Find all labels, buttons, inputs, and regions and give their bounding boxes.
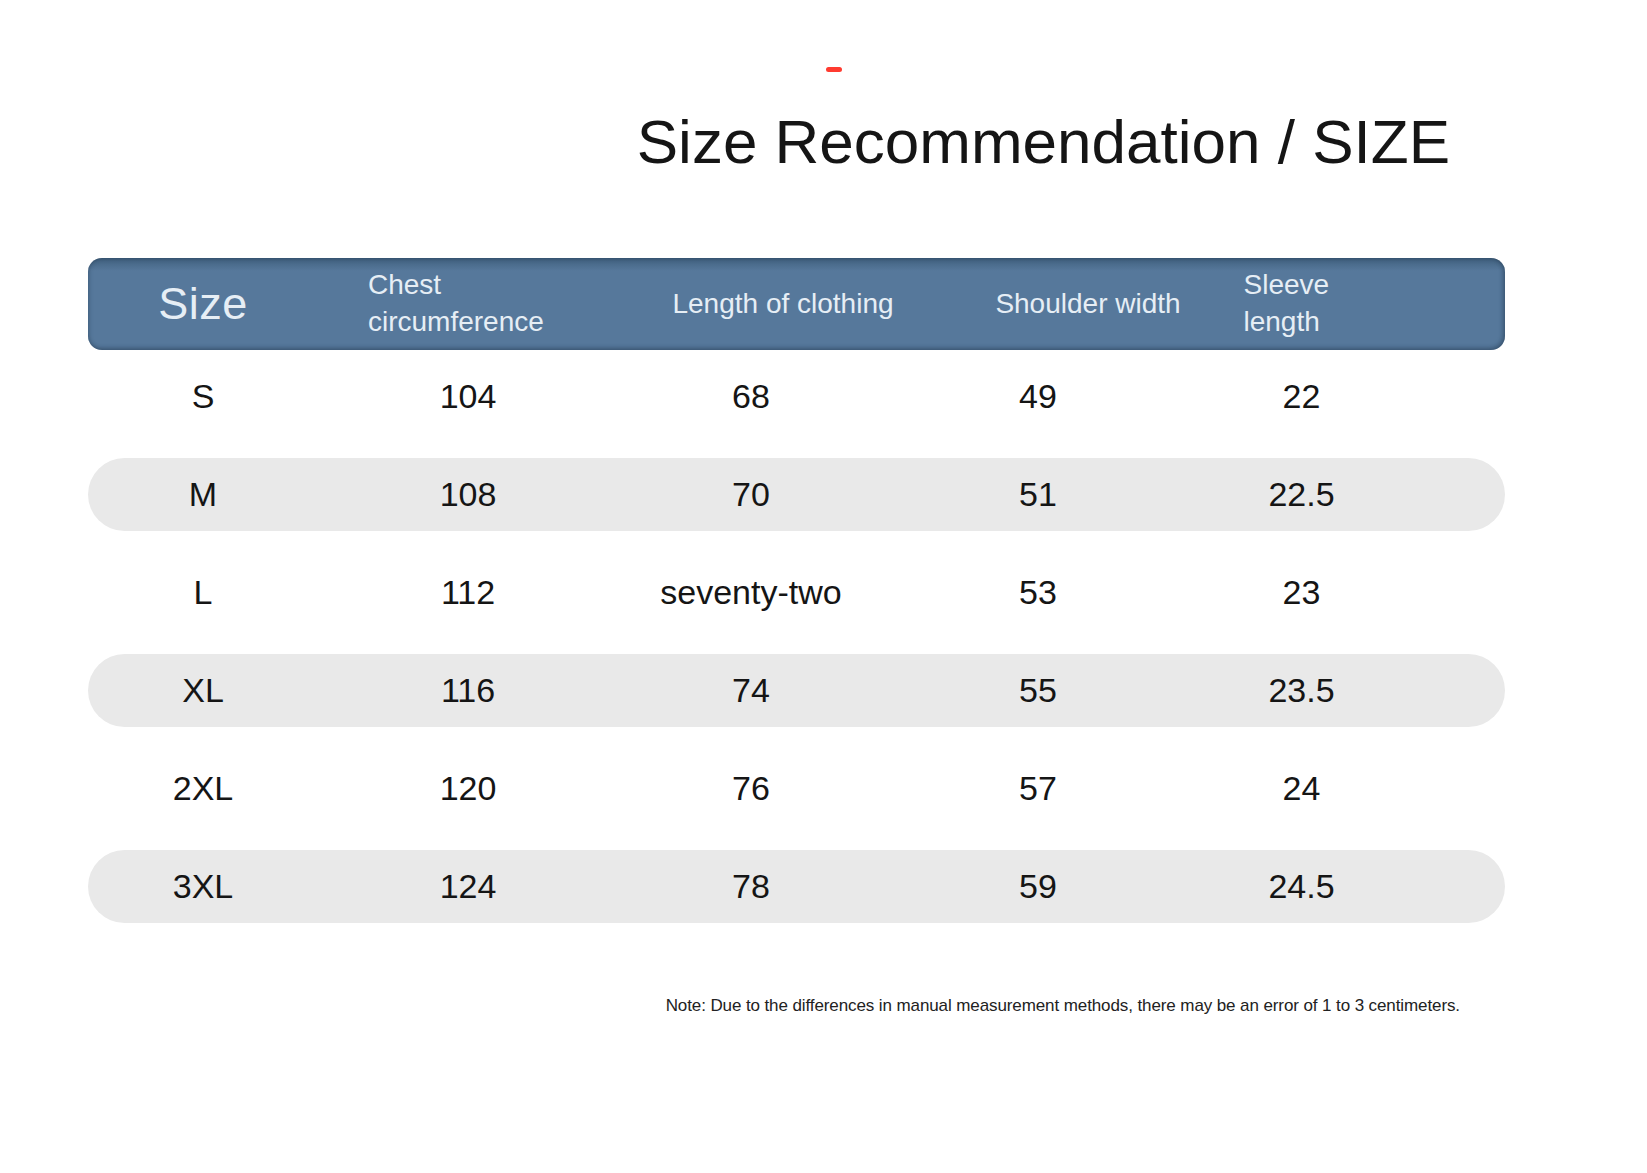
column-header-sleeve-label: Sleeve length (1244, 267, 1340, 341)
cell-size: XL (88, 671, 318, 710)
page-title: Size Recommendation / SIZE (637, 106, 1450, 177)
cell-shoulder: 57 (948, 769, 1228, 808)
cell-length: seventy-two (618, 573, 948, 612)
cell-sleeve: 22 (1228, 377, 1505, 416)
cell-shoulder: 51 (948, 475, 1228, 514)
column-header-length-of-clothing: Length of clothing (618, 286, 948, 323)
cell-size: M (88, 475, 318, 514)
cell-chest: 108 (318, 475, 618, 514)
cell-size: L (88, 573, 318, 612)
cell-sleeve: 23 (1228, 573, 1505, 612)
table-header-row: Size Chest circumference Length of cloth… (88, 258, 1505, 350)
cell-sleeve: 24.5 (1228, 867, 1505, 906)
cell-chest: 112 (318, 573, 618, 612)
size-table: Size Chest circumference Length of cloth… (88, 258, 1505, 948)
column-header-sleeve-length: Sleeve length (1228, 267, 1505, 341)
table-row-2xl: 2XL 120 76 57 24 (88, 752, 1505, 825)
measurement-note: Note: Due to the differences in manual m… (0, 996, 1460, 1016)
cell-length: 74 (618, 671, 948, 710)
cell-chest: 116 (318, 671, 618, 710)
cell-sleeve: 24 (1228, 769, 1505, 808)
cell-shoulder: 53 (948, 573, 1228, 612)
cell-sleeve: 22.5 (1228, 475, 1505, 514)
table-row-xl: XL 116 74 55 23.5 (88, 654, 1505, 727)
cell-length: 78 (618, 867, 948, 906)
cell-shoulder: 55 (948, 671, 1228, 710)
column-header-chest-label: Chest circumference (368, 267, 568, 341)
column-header-length-label: Length of clothing (672, 286, 893, 323)
column-header-size-label: Size (158, 274, 248, 333)
cell-chest: 104 (318, 377, 618, 416)
cell-shoulder: 59 (948, 867, 1228, 906)
table-row-s: S 104 68 49 22 (88, 360, 1505, 433)
red-dash-mark (826, 67, 842, 72)
cell-length: 68 (618, 377, 948, 416)
cell-size: 3XL (88, 867, 318, 906)
cell-chest: 120 (318, 769, 618, 808)
column-header-shoulder-label: Shoulder width (995, 286, 1180, 323)
table-row-3xl: 3XL 124 78 59 24.5 (88, 850, 1505, 923)
cell-shoulder: 49 (948, 377, 1228, 416)
cell-size: S (88, 377, 318, 416)
cell-length: 70 (618, 475, 948, 514)
cell-sleeve: 23.5 (1228, 671, 1505, 710)
cell-chest: 124 (318, 867, 618, 906)
table-row-m: M 108 70 51 22.5 (88, 458, 1505, 531)
column-header-shoulder-width: Shoulder width (948, 286, 1228, 323)
column-header-chest-circumference: Chest circumference (318, 267, 618, 341)
column-header-size: Size (88, 274, 318, 333)
table-row-l: L 112 seventy-two 53 23 (88, 556, 1505, 629)
cell-size: 2XL (88, 769, 318, 808)
cell-length: 76 (618, 769, 948, 808)
